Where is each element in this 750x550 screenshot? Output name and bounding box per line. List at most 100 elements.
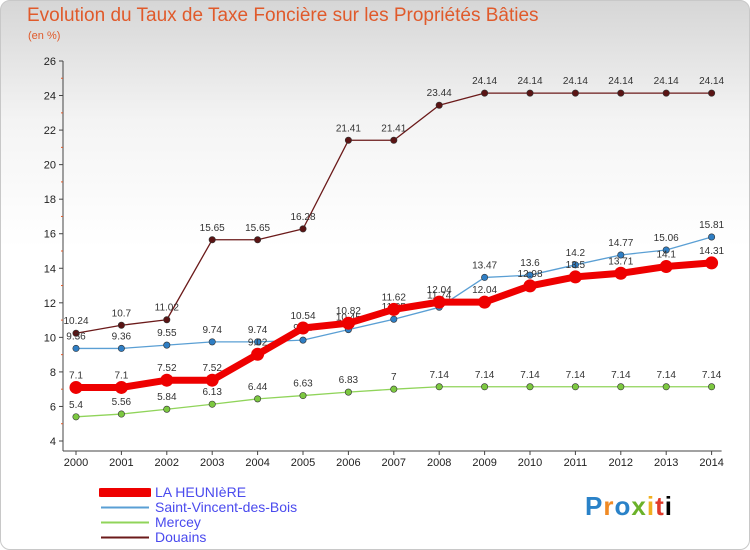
data-label-saint-vincent-des-bois: 9.36: [66, 331, 86, 342]
data-point-douains: [708, 89, 716, 97]
y-tick-label: 20: [44, 160, 56, 172]
data-point-douains: [617, 89, 625, 97]
data-label-douains: 24.14: [517, 76, 542, 87]
legend: LA HEUNIèRE Saint-Vincent-des-Bois Merce…: [99, 485, 297, 545]
data-label-saint-vincent-des-bois: 14.2: [566, 248, 586, 259]
data-label-saint-vincent-des-bois: 9.36: [112, 331, 132, 342]
x-tick-label: 2000: [64, 457, 88, 469]
data-point-la-heuni-re: [205, 373, 219, 387]
data-point-la-heuni-re: [160, 373, 174, 387]
data-point-mercey: [435, 383, 443, 391]
data-point-la-heuni-re: [568, 270, 582, 284]
data-label-douains: 24.14: [699, 76, 724, 87]
data-point-mercey: [344, 388, 352, 396]
data-point-douains: [662, 89, 670, 97]
data-label-la-heuni-re: 10.54: [290, 311, 315, 322]
data-point-saint-vincent-des-bois: [662, 246, 670, 254]
y-tick-label: 14: [44, 263, 56, 275]
y-tick-label: 22: [44, 125, 56, 137]
data-label-douains: 21.41: [336, 123, 361, 134]
y-tick-label: 12: [44, 298, 56, 310]
y-tick-label: 16: [44, 229, 56, 241]
data-point-mercey: [390, 385, 398, 393]
data-label-saint-vincent-des-bois: 14.77: [608, 238, 633, 249]
y-tick-label: 18: [44, 194, 56, 206]
data-point-la-heuni-re: [614, 266, 628, 280]
data-point-douains: [435, 101, 443, 109]
data-label-la-heuni-re: 7.52: [157, 363, 177, 374]
data-label-douains: 15.65: [200, 223, 225, 234]
data-point-douains: [526, 89, 534, 97]
data-point-douains: [299, 225, 307, 233]
legend-item-saint-vincent-des-bois[interactable]: Saint-Vincent-des-Bois: [99, 500, 297, 515]
x-tick-label: 2012: [609, 457, 633, 469]
data-label-douains: 11.02: [155, 303, 180, 314]
data-label-mercey: 7.14: [611, 370, 631, 381]
data-label-la-heuni-re: 13.5: [566, 260, 586, 271]
data-point-mercey: [208, 400, 216, 408]
legend-item-mercey[interactable]: Mercey: [99, 515, 297, 530]
data-label-douains: 10.24: [63, 316, 88, 327]
data-label-la-heuni-re: 7.52: [202, 363, 222, 374]
data-point-douains: [390, 136, 398, 144]
legend-item-la-heuniere[interactable]: LA HEUNIèRE: [99, 485, 297, 500]
data-point-douains: [72, 329, 80, 337]
data-label-mercey: 5.84: [157, 392, 177, 403]
data-label-la-heuni-re: 12.98: [517, 269, 542, 280]
data-point-mercey: [481, 383, 489, 391]
data-point-mercey: [708, 383, 716, 391]
data-label-mercey: 7: [391, 372, 397, 383]
data-label-saint-vincent-des-bois: 9.55: [157, 328, 177, 339]
x-tick-label: 2009: [472, 457, 496, 469]
x-tick-label: 2014: [699, 457, 723, 469]
data-label-la-heuni-re: 14.31: [699, 246, 724, 257]
data-label-la-heuni-re: 10.82: [336, 306, 361, 317]
data-point-la-heuni-re: [523, 279, 537, 293]
data-label-douains: 10.7: [112, 308, 132, 319]
data-label-mercey: 5.4: [69, 400, 83, 411]
data-label-mercey: 6.83: [339, 375, 359, 386]
data-point-la-heuni-re: [478, 295, 492, 309]
data-point-la-heuni-re: [114, 380, 128, 394]
data-point-douains: [481, 89, 489, 97]
data-point-saint-vincent-des-bois: [254, 338, 262, 346]
legend-swatch-mercey: [101, 521, 149, 524]
data-label-la-heuni-re: 12.04: [427, 285, 452, 296]
data-label-saint-vincent-des-bois: 9.74: [248, 325, 268, 336]
data-point-saint-vincent-des-bois: [526, 271, 534, 279]
data-point-saint-vincent-des-bois: [72, 344, 80, 352]
data-label-douains: 23.44: [427, 88, 452, 99]
data-label-la-heuni-re: 13.71: [608, 256, 633, 267]
data-point-saint-vincent-des-bois: [708, 233, 716, 241]
data-label-douains: 24.14: [563, 76, 588, 87]
legend-label: Mercey: [155, 514, 201, 530]
data-label-mercey: 7.14: [475, 370, 495, 381]
data-point-douains: [208, 236, 216, 244]
x-tick-label: 2005: [291, 457, 315, 469]
proxiti-logo: Proxiti: [585, 491, 673, 521]
data-label-mercey: 6.13: [202, 387, 222, 398]
x-tick-label: 2008: [427, 457, 451, 469]
legend-label: Saint-Vincent-des-Bois: [155, 499, 298, 515]
data-point-mercey: [662, 383, 670, 391]
data-label-mercey: 6.63: [293, 379, 313, 390]
data-point-mercey: [72, 413, 80, 421]
data-label-mercey: 7.14: [656, 370, 676, 381]
x-tick-label: 2001: [109, 457, 133, 469]
data-point-la-heuni-re: [432, 295, 446, 309]
x-tick-label: 2007: [382, 457, 406, 469]
data-label-mercey: 5.56: [112, 397, 132, 408]
y-tick-label: 26: [44, 56, 56, 68]
data-point-la-heuni-re: [387, 302, 401, 316]
x-tick-label: 2013: [654, 457, 678, 469]
y-tick-label: 24: [44, 91, 56, 103]
legend-item-douains[interactable]: Douains: [99, 530, 297, 545]
data-point-mercey: [254, 395, 262, 403]
data-label-mercey: 6.44: [248, 382, 268, 393]
data-point-douains: [117, 321, 125, 329]
data-label-mercey: 7.14: [566, 370, 586, 381]
data-label-douains: 16.28: [290, 212, 315, 223]
data-label-douains: 24.14: [472, 76, 497, 87]
data-point-saint-vincent-des-bois: [617, 251, 625, 259]
